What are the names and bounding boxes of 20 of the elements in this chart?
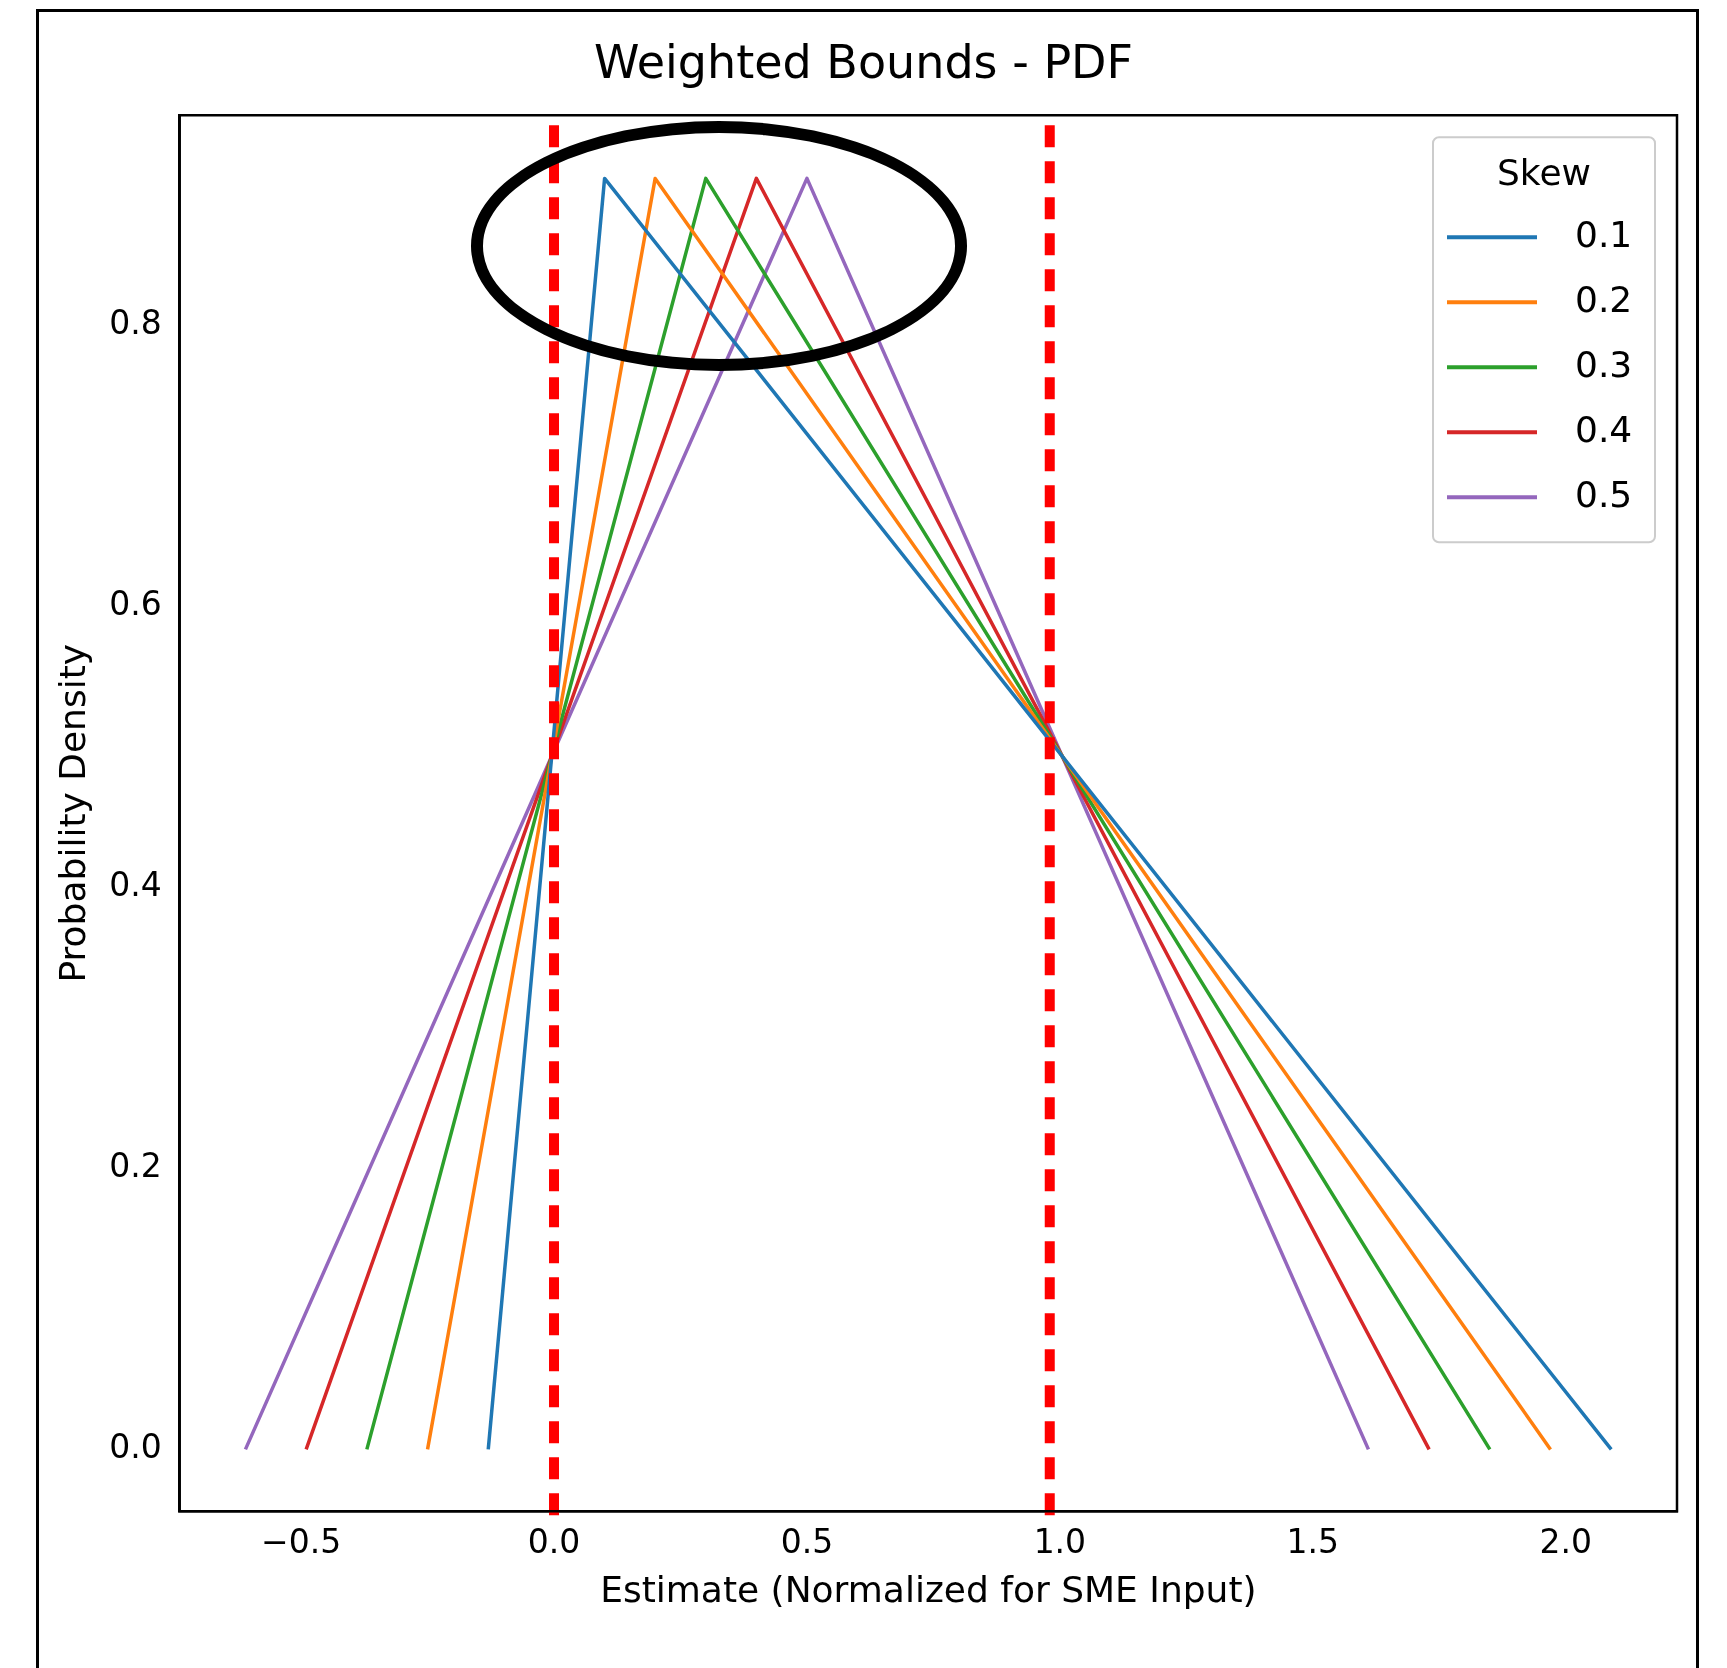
y-tick-label: 0.2 xyxy=(109,1146,162,1186)
x-tick-label: 1.0 xyxy=(1033,1521,1087,1561)
legend-label: 0.5 xyxy=(1575,473,1633,515)
legend-label: 0.3 xyxy=(1575,343,1633,385)
legend-label: 0.1 xyxy=(1575,213,1633,255)
x-axis-title: Estimate (Normalized for SME Input) xyxy=(600,1568,1257,1610)
x-tick-label: 1.5 xyxy=(1286,1521,1340,1561)
legend-label: 0.2 xyxy=(1575,278,1633,320)
x-tick-label: 0.0 xyxy=(527,1521,581,1561)
y-tick-label: 0.0 xyxy=(109,1426,162,1466)
y-tick-label: 0.4 xyxy=(109,865,162,905)
y-axis-title: Probability Density xyxy=(51,643,93,983)
x-tick-label: 0.5 xyxy=(780,1521,834,1561)
chart-title: Weighted Bounds - PDF xyxy=(593,34,1134,89)
legend-label: 0.4 xyxy=(1575,408,1633,450)
y-tick-label: 0.8 xyxy=(109,303,162,343)
y-tick-label: 0.6 xyxy=(109,584,162,624)
x-tick-label: 2.0 xyxy=(1539,1521,1592,1561)
x-tick-label: −0.5 xyxy=(261,1521,342,1561)
legend-title: Skew xyxy=(1496,151,1592,193)
